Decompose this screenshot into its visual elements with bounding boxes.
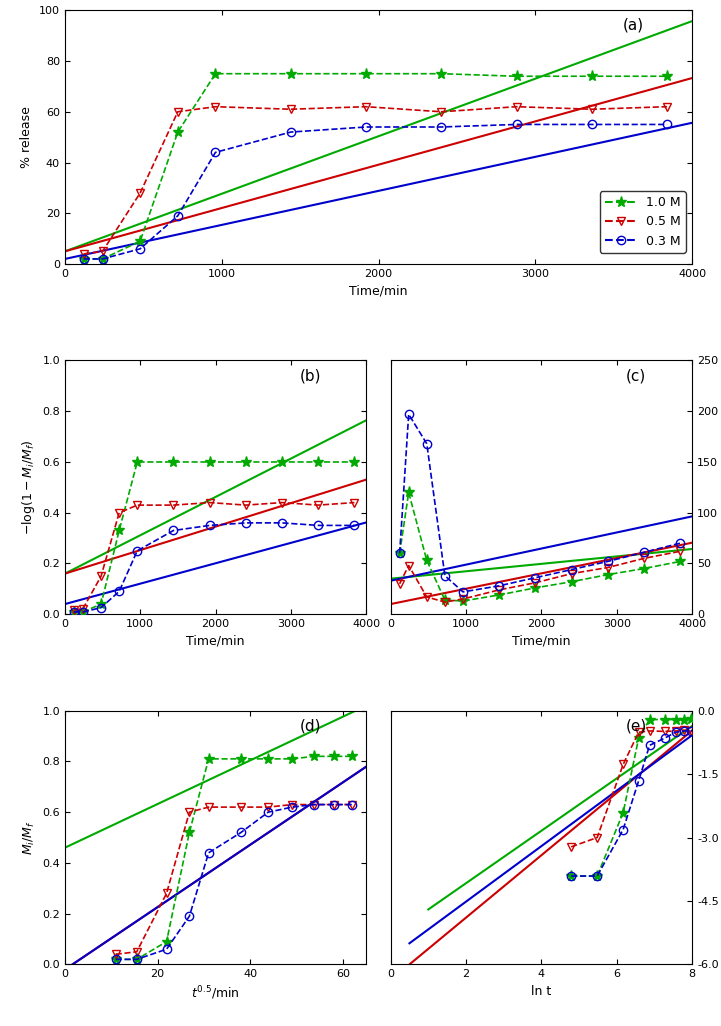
X-axis label: Time/min: Time/min <box>512 635 570 647</box>
Text: (b): (b) <box>300 368 322 383</box>
Y-axis label: % release: % release <box>20 107 33 168</box>
Text: (a): (a) <box>623 17 645 33</box>
Legend: 1.0 M, 0.5 M, 0.3 M: 1.0 M, 0.5 M, 0.3 M <box>600 191 686 252</box>
Y-axis label: $M_i/M_f$: $M_i/M_f$ <box>22 820 37 855</box>
X-axis label: $t^{0.5}$/min: $t^{0.5}$/min <box>191 985 240 1002</box>
Text: (c): (c) <box>626 368 646 383</box>
Text: (e): (e) <box>626 718 647 734</box>
X-axis label: Time/min: Time/min <box>349 284 408 298</box>
Text: (d): (d) <box>300 718 322 734</box>
X-axis label: ln t: ln t <box>531 985 552 998</box>
X-axis label: Time/min: Time/min <box>187 635 245 647</box>
Y-axis label: $-\log(1-M_i/M_f)$: $-\log(1-M_i/M_f)$ <box>19 439 37 536</box>
